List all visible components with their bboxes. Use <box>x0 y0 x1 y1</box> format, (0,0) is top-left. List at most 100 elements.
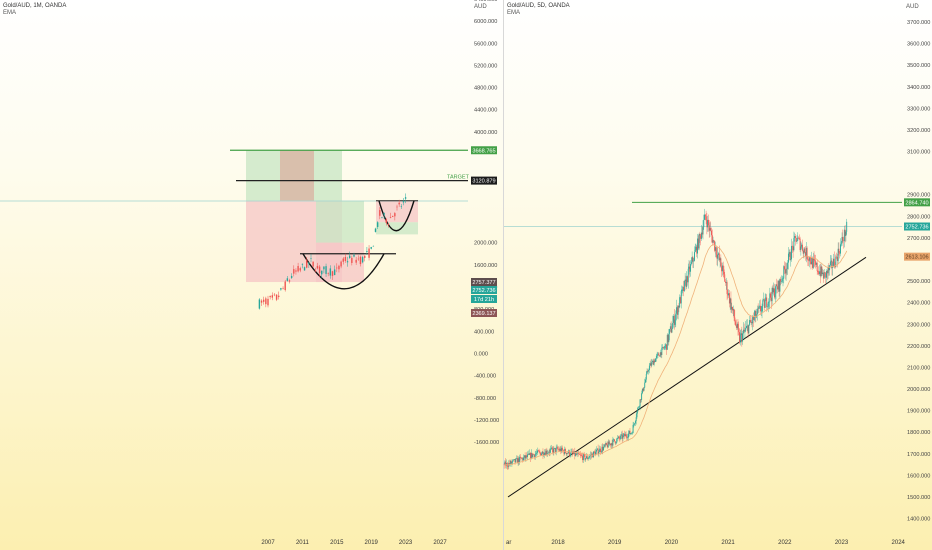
right-candle-139 <box>611 443 613 446</box>
right-candle-353 <box>777 281 779 290</box>
left-candle-54 <box>374 228 377 232</box>
right-candle-106 <box>586 456 587 459</box>
right-candle-375 <box>794 236 796 238</box>
right-candle-242 <box>691 257 693 262</box>
right-candle-129 <box>603 444 605 447</box>
right-candle-170 <box>635 417 637 422</box>
right-candle-99 <box>580 454 582 456</box>
right-candle-269 <box>712 240 714 243</box>
left-price-tag-2: 2757.377 <box>472 280 495 286</box>
right-candle-198 <box>657 353 659 355</box>
right-chart-pane[interactable]: Gold/AUD, 5D, OANDA EMA AUD 3700.000 3600… <box>503 0 932 550</box>
right-candle-147 <box>617 436 619 439</box>
right-candle-194 <box>654 360 656 362</box>
right-candle-91 <box>574 451 576 456</box>
right-candle-69 <box>557 447 559 450</box>
left-x-tick-3: 2019 <box>365 540 379 546</box>
right-candle-383 <box>801 244 803 247</box>
left-candle-44 <box>353 254 355 257</box>
right-candle-18 <box>517 458 519 464</box>
right-price-tag-bg-2 <box>904 252 930 261</box>
left-y-tick-6: 5200.000 <box>474 63 497 69</box>
right-candle-183 <box>645 373 647 380</box>
right-candle-405 <box>818 272 820 275</box>
right-candle-136 <box>609 443 611 445</box>
left-price-tag-bg-5 <box>471 309 497 317</box>
right-candle-336 <box>764 300 766 308</box>
left-candle-19 <box>299 268 301 271</box>
right-candle-94 <box>576 453 578 455</box>
left-candle-34 <box>331 271 334 276</box>
right-candle-395 <box>810 261 812 265</box>
right-candle-326 <box>756 308 758 315</box>
left-handle-arc <box>378 200 415 232</box>
right-candle-47 <box>540 452 542 456</box>
right-y-tick-10: 2500.000 <box>907 279 930 285</box>
right-candle-350 <box>775 284 777 294</box>
right-candle-253 <box>700 235 702 239</box>
right-candle-216 <box>671 328 673 333</box>
right-candle-285 <box>725 281 726 283</box>
right-candle-331 <box>760 311 762 312</box>
right-candle-105 <box>585 458 587 460</box>
left-rr-box-4-profit <box>376 222 418 235</box>
right-candle-161 <box>628 430 630 434</box>
left-candle-45 <box>355 259 357 263</box>
left-candle-35 <box>333 269 336 276</box>
right-candle-207 <box>664 346 666 349</box>
right-candle-411 <box>822 272 824 279</box>
left-chart-pane[interactable]: Gold/AUD, 1M, OANDA EMA AUD 7600.0007200… <box>0 0 504 550</box>
right-candle-321 <box>753 316 754 320</box>
right-candle-54 <box>545 450 547 456</box>
right-candle-138 <box>610 443 612 446</box>
left-candle-40 <box>344 256 347 261</box>
left-candle-41 <box>346 261 349 263</box>
right-candle-127 <box>602 446 604 451</box>
right-candle-249 <box>697 238 699 254</box>
right-candle-118 <box>595 451 597 456</box>
left-candle-7 <box>273 294 276 296</box>
left-candle-57 <box>381 217 383 218</box>
left-cup-arc <box>302 253 385 290</box>
right-chart-canvas[interactable]: 3700.000 3600.000 3500.000 3400.000 3300.000… <box>503 0 932 550</box>
right-candle-379 <box>798 237 799 239</box>
left-candle-38 <box>340 261 342 267</box>
right-candle-238 <box>688 266 690 269</box>
left-candle-28 <box>318 266 321 274</box>
right-candle-220 <box>674 319 676 325</box>
right-candle-372 <box>792 246 794 251</box>
right-candle-12 <box>513 459 514 461</box>
left-candle-13 <box>286 278 289 281</box>
left-y-tick-7: 4800.000 <box>474 86 497 92</box>
right-candle-341 <box>768 301 770 303</box>
right-candle-133 <box>606 444 608 448</box>
right-candle-152 <box>621 434 623 439</box>
left-price-tag-0: 3668.765 <box>472 148 495 154</box>
right-candle-117 <box>594 452 596 456</box>
right-candle-89 <box>572 453 574 454</box>
left-chart-canvas[interactable]: 7600.0007200.0006800.0006400.0006000.000… <box>0 0 503 550</box>
left-candle-56 <box>379 210 381 216</box>
right-candle-346 <box>772 287 774 293</box>
right-candle-33 <box>529 453 531 455</box>
right-candle-156 <box>624 434 626 437</box>
right-candle-392 <box>808 259 810 261</box>
left-candle-4 <box>267 298 269 306</box>
right-candle-409 <box>821 266 823 274</box>
right-candle-424 <box>833 258 834 267</box>
right-candle-235 <box>686 276 688 287</box>
left-candle-2 <box>263 299 265 302</box>
right-candle-289 <box>728 293 730 296</box>
right-candle-196 <box>655 355 657 359</box>
right-y-tick-2: 3500.000 <box>907 63 930 69</box>
right-candle-397 <box>812 257 813 268</box>
right-candle-23 <box>521 458 523 459</box>
right-y-tick-15: 2000.000 <box>907 387 930 393</box>
right-candle-154 <box>623 433 625 436</box>
left-y-tick-5: 5600.000 <box>474 41 497 47</box>
right-candle-125 <box>600 451 602 453</box>
right-candle-432 <box>839 252 841 254</box>
right-candle-394 <box>809 257 811 262</box>
right-candle-423 <box>832 266 834 268</box>
right-candle-214 <box>669 326 671 330</box>
